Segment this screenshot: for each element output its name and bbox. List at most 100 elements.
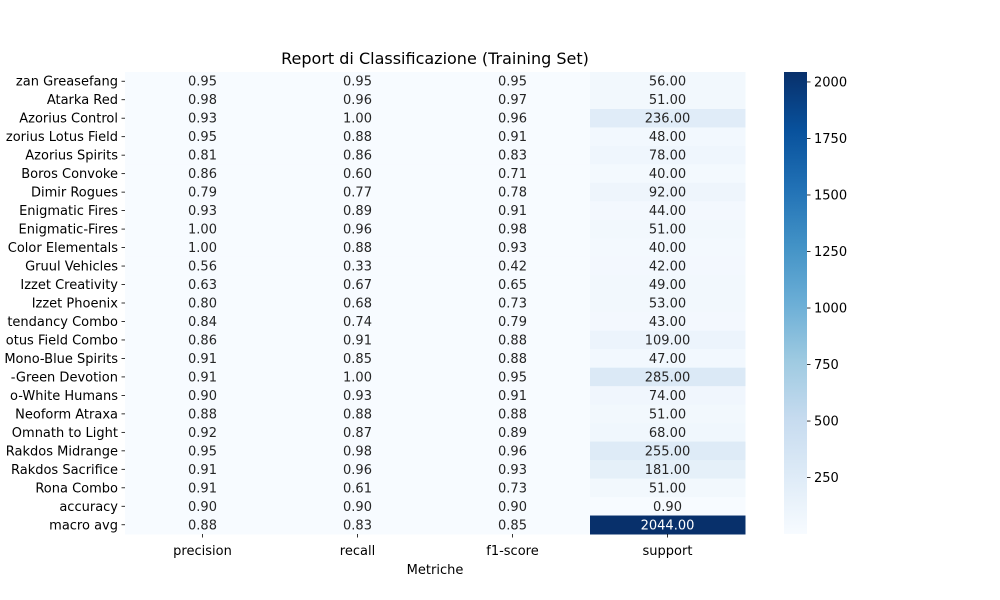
cell-value-label: 1.00	[188, 223, 217, 238]
cell-value-label: 0.88	[343, 130, 372, 145]
heatmap-cell	[590, 127, 746, 147]
cell-value-label: 0.56	[188, 260, 217, 275]
heatmap-cell	[435, 164, 591, 184]
cell-value-label: 0.93	[188, 204, 217, 219]
cell-value-label: 0.71	[498, 167, 527, 182]
cell-value-label: 0.86	[188, 333, 217, 348]
cell-value-label: 40.00	[649, 241, 686, 256]
cell-value-label: 285.00	[645, 370, 691, 385]
heatmap-cell	[435, 515, 591, 535]
cell-value-label: 0.86	[343, 149, 372, 164]
heatmap-cell	[590, 108, 746, 128]
heatmap-cell	[435, 293, 591, 313]
row-label: Rona Combo	[35, 481, 118, 496]
cell-value-label: 0.91	[498, 389, 527, 404]
cell-value-label: 0.95	[498, 75, 527, 90]
heatmap-cell	[435, 201, 591, 221]
heatmap-cell	[280, 515, 436, 535]
cell-value-label: 0.85	[498, 518, 527, 533]
cell-value-label: 74.00	[649, 389, 686, 404]
heatmap-cell	[590, 312, 746, 332]
cell-value-label: 0.98	[188, 93, 217, 108]
row-label: otus Field Combo	[6, 333, 118, 348]
cell-value-label: 0.90	[188, 500, 217, 515]
cell-value-label: 0.96	[343, 223, 372, 238]
cell-value-label: 0.77	[343, 186, 372, 201]
cell-value-label: 78.00	[649, 149, 686, 164]
heatmap-cell	[280, 404, 436, 424]
heatmap-cell	[280, 330, 436, 350]
heatmap-cell	[590, 90, 746, 110]
heatmap-cell	[590, 330, 746, 350]
cell-value-label: 1.00	[343, 112, 372, 127]
heatmap-cell	[435, 460, 591, 480]
colorbar-tick-label: 1750	[814, 132, 847, 147]
cell-value-label: 0.91	[498, 204, 527, 219]
heatmap-cell	[280, 90, 436, 110]
heatmap-cell	[280, 478, 436, 498]
column-labels: precision recall f1-score support	[173, 534, 692, 559]
cell-value-label: 44.00	[649, 204, 686, 219]
cell-value-label: 0.33	[343, 260, 372, 275]
heatmap-cell	[125, 515, 281, 535]
heatmap-cell	[125, 219, 281, 239]
row-label: Atarka Red	[47, 93, 118, 108]
cell-value-label: 0.91	[343, 333, 372, 348]
cell-value-label: 1.00	[188, 241, 217, 256]
colorbar-tick-label: 750	[814, 358, 839, 373]
heatmap-cell	[435, 145, 591, 165]
cell-value-label: 0.65	[498, 278, 527, 293]
cell-value-label: 53.00	[649, 297, 686, 312]
heatmap-cell	[435, 497, 591, 517]
row-label: zorius Lotus Field	[6, 130, 118, 145]
row-label: Rakdos Sacrifice	[11, 463, 118, 478]
heatmap-cell	[590, 293, 746, 313]
cell-value-label: 0.90	[498, 500, 527, 515]
cell-value-label: 0.95	[343, 75, 372, 90]
heatmap-cell	[590, 478, 746, 498]
heatmap-cell	[280, 293, 436, 313]
heatmap-cell	[435, 275, 591, 295]
colorbar-tick-label: 250	[814, 471, 839, 486]
row-label: -Green Devotion	[11, 370, 118, 385]
row-label: Boros Convoke	[21, 167, 118, 182]
heatmap-cell	[125, 386, 281, 406]
heatmap-cell	[280, 256, 436, 276]
cell-value-label: 0.96	[343, 93, 372, 108]
cell-value-label: 0.96	[498, 444, 527, 459]
heatmap-cell	[435, 349, 591, 369]
cell-value-label: 48.00	[649, 130, 686, 145]
heatmap-cell	[125, 275, 281, 295]
heatmap-cell	[125, 201, 281, 221]
cell-value-label: 0.63	[188, 278, 217, 293]
heatmap-cell	[280, 72, 436, 91]
heatmap-cell	[590, 386, 746, 406]
cell-value-label: 109.00	[645, 333, 691, 348]
cell-value-label: 0.88	[188, 407, 217, 422]
heatmap-cell	[280, 201, 436, 221]
cell-value-label: 43.00	[649, 315, 686, 330]
cell-value-label: 0.96	[343, 463, 372, 478]
cell-value-label: 0.95	[188, 130, 217, 145]
heatmap-cell	[590, 497, 746, 517]
cell-value-label: 0.96	[498, 112, 527, 127]
cell-value-label: 0.88	[343, 241, 372, 256]
cell-value-label: 0.95	[188, 75, 217, 90]
heatmap-cell	[125, 460, 281, 480]
chart-title: Report di Classificazione (Training Set)	[281, 49, 589, 68]
colorbar-tick-label: 1250	[814, 245, 847, 260]
row-label: macro avg	[49, 518, 118, 533]
heatmap-cell	[280, 164, 436, 184]
cell-value-label: 0.92	[188, 426, 217, 441]
row-label: accuracy	[59, 500, 118, 515]
heatmap-cell	[435, 256, 591, 276]
row-label: Gruul Vehicles	[25, 260, 118, 275]
heatmap-cell	[280, 219, 436, 239]
heatmap-cell	[435, 108, 591, 128]
row-label: Izzet Phoenix	[32, 297, 119, 312]
heatmap-cell	[590, 423, 746, 443]
heatmap-cell	[435, 238, 591, 258]
heatmap-cell	[590, 219, 746, 239]
cell-value-label: 0.88	[498, 407, 527, 422]
